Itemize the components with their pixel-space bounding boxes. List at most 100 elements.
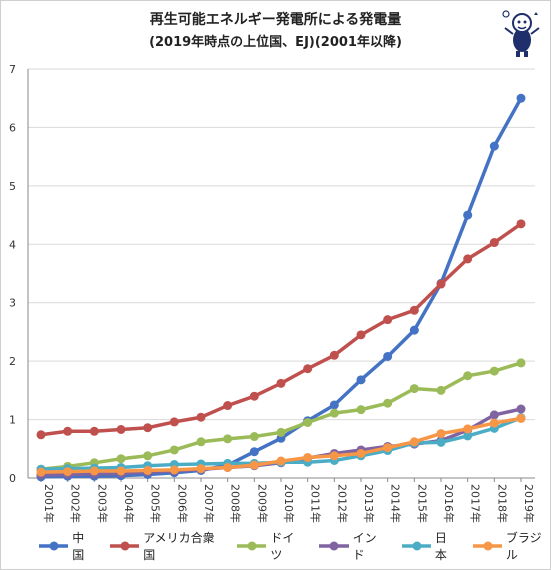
y-tick-label: 4 <box>9 238 16 251</box>
data-point <box>436 429 446 439</box>
chart-title: 再生可能エネルギー発電所による発電量 <box>149 12 402 28</box>
data-point <box>489 366 499 376</box>
data-point <box>489 418 499 428</box>
data-point <box>196 437 206 447</box>
series-lines <box>36 93 526 482</box>
y-tick-label: 0 <box>9 472 16 485</box>
data-point <box>463 254 473 264</box>
data-point <box>409 305 419 315</box>
x-tick-label: 2003年 <box>95 484 109 523</box>
series-line <box>40 222 523 437</box>
mascot-logo <box>502 10 540 57</box>
x-tick-label: 2007年 <box>202 484 216 523</box>
x-tick-label: 2010年 <box>282 484 296 523</box>
data-point <box>169 445 179 455</box>
series-アメリカ合衆国 <box>36 219 526 440</box>
data-point <box>516 404 526 414</box>
data-point <box>329 451 339 461</box>
data-point <box>196 412 206 422</box>
legend-label: ドイツ <box>270 531 295 562</box>
legend-item: インド <box>318 529 386 563</box>
legend-item: ブラジル <box>472 529 551 563</box>
x-tick-label: 2014年 <box>389 484 403 523</box>
data-point <box>196 464 206 474</box>
x-tick-label: 2011年 <box>309 484 323 523</box>
legend-item: 日本 <box>401 529 458 563</box>
data-point <box>329 408 339 418</box>
series-ドイツ <box>36 358 526 474</box>
data-point <box>383 398 393 408</box>
legend-swatch <box>39 541 69 551</box>
data-point <box>383 443 393 453</box>
data-point <box>356 330 366 340</box>
legend-label: 日本 <box>434 531 447 562</box>
data-point <box>303 417 313 427</box>
y-tick-label: 7 <box>9 63 16 76</box>
data-point <box>463 424 473 434</box>
gridlines <box>28 68 535 479</box>
data-point <box>223 401 233 411</box>
data-point <box>276 378 286 388</box>
legend: 中国 アメリカ合衆国 ドイツ インド 日本 ブラジル <box>38 531 551 562</box>
data-point <box>249 460 259 470</box>
x-tick-label: 2013年 <box>362 484 376 523</box>
data-point <box>383 351 393 361</box>
data-point <box>489 238 499 248</box>
data-point <box>116 454 126 464</box>
data-point <box>409 325 419 335</box>
data-point <box>436 437 446 447</box>
x-tick-label: 2002年 <box>69 484 83 523</box>
chart-subtitle: (2019年時点の上位国、EJ)(2001年以降) <box>149 35 402 50</box>
data-point <box>303 453 313 463</box>
data-point <box>303 364 313 374</box>
data-point <box>409 437 419 447</box>
data-point <box>356 405 366 415</box>
data-point <box>436 385 446 395</box>
data-point <box>463 371 473 381</box>
x-tick-label: 2019年 <box>522 484 536 523</box>
legend-item: 中国 <box>38 529 95 563</box>
legend-swatch <box>401 541 431 551</box>
data-point <box>116 425 126 435</box>
data-point <box>223 462 233 472</box>
data-point <box>276 456 286 466</box>
legend-label: 中国 <box>72 531 85 562</box>
x-tick-label: 2015年 <box>415 484 429 523</box>
data-point <box>249 391 259 401</box>
x-tick-label: 2016年 <box>442 484 456 523</box>
y-tick-label: 1 <box>9 414 16 427</box>
legend-label: インド <box>352 531 377 562</box>
legend-swatch <box>109 541 140 551</box>
data-point <box>169 465 179 475</box>
legend-label: ブラジル <box>505 531 542 562</box>
x-tick-label: 2005年 <box>149 484 163 523</box>
data-point <box>516 413 526 423</box>
data-point <box>223 434 233 444</box>
data-point <box>356 448 366 458</box>
x-tick-label: 2009年 <box>255 484 269 523</box>
data-point <box>36 430 46 440</box>
legend-swatch <box>319 541 349 551</box>
axes: 0 1 2 3 4 5 6 7 2001年 2002年 2003年 2004年 2005年 2006年 20… <box>9 63 536 523</box>
data-point <box>356 375 366 385</box>
data-point <box>249 432 259 442</box>
legend-item: ドイツ <box>236 529 304 563</box>
x-tick-label: 2012年 <box>335 484 349 523</box>
x-tick-label: 2001年 <box>42 484 56 523</box>
data-point <box>89 426 99 436</box>
y-tick-label: 3 <box>9 297 16 310</box>
data-point <box>516 219 526 229</box>
data-point <box>329 350 339 360</box>
series-中国 <box>36 93 526 482</box>
x-tick-label: 2018年 <box>495 484 509 523</box>
y-tick-label: 6 <box>9 121 16 134</box>
y-tick-label: 2 <box>9 355 16 368</box>
data-point <box>63 467 73 477</box>
data-point <box>276 427 286 437</box>
data-point <box>489 141 499 151</box>
data-point <box>63 426 73 436</box>
data-point <box>383 315 393 325</box>
y-tick-label: 5 <box>9 180 16 193</box>
data-point <box>489 410 499 420</box>
